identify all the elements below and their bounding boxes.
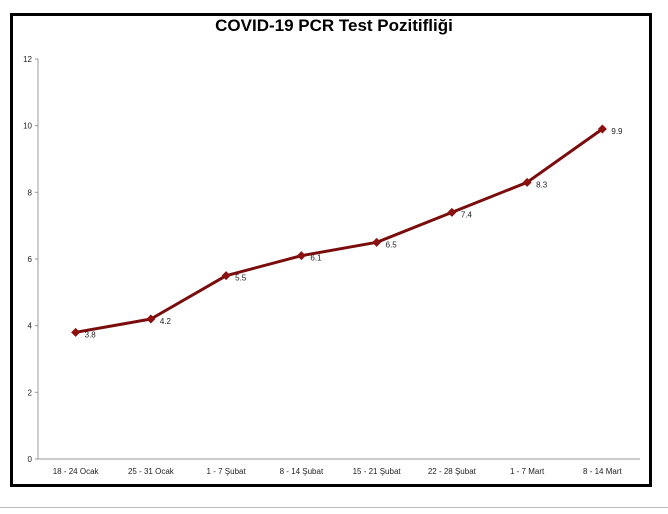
x-tick-label: 1 - 7 Şubat bbox=[207, 467, 247, 476]
y-tick-label: 8 bbox=[28, 188, 33, 197]
y-tick-label: 2 bbox=[28, 388, 33, 397]
x-tick-label: 8 - 14 Şubat bbox=[280, 467, 324, 476]
data-point-marker bbox=[372, 237, 382, 247]
data-point-marker bbox=[447, 207, 457, 217]
data-point-marker bbox=[146, 314, 156, 324]
x-tick-label: 8 - 14 Mart bbox=[583, 467, 622, 476]
series-group: 3.8 4.2 5.5 6.1 6.5 7.4 8.3 9.9 bbox=[71, 124, 623, 339]
data-label: 9.9 bbox=[611, 127, 623, 136]
data-label: 8.3 bbox=[536, 180, 548, 189]
x-tick-label: 22 - 28 Şubat bbox=[428, 467, 477, 476]
data-label: 4.2 bbox=[160, 317, 172, 326]
data-point-marker bbox=[221, 271, 231, 281]
screenshot-bottom-edge bbox=[0, 507, 668, 514]
data-label: 6.1 bbox=[310, 254, 322, 263]
y-tick-label: 6 bbox=[28, 255, 33, 264]
y-tick-label: 10 bbox=[23, 122, 32, 131]
data-point-marker bbox=[597, 124, 607, 134]
series-line bbox=[75, 127, 604, 334]
y-tick-label: 12 bbox=[23, 55, 32, 64]
y-tick-label: 4 bbox=[28, 322, 33, 331]
x-tick-label: 15 - 21 Şubat bbox=[353, 467, 402, 476]
data-label: 5.5 bbox=[235, 274, 247, 283]
data-point-marker bbox=[522, 177, 532, 187]
data-point-marker bbox=[296, 251, 306, 261]
data-label: 7.4 bbox=[461, 210, 473, 219]
x-tick-labels: 18 - 24 Ocak 25 - 31 Ocak 1 - 7 Şubat 8 - 1… bbox=[53, 467, 623, 476]
data-point-marker bbox=[71, 327, 81, 337]
chart-title: COVID-19 PCR Test Pozitifliği bbox=[215, 16, 453, 35]
y-tick-label: 0 bbox=[28, 455, 33, 464]
x-tick-label: 25 - 31 Ocak bbox=[128, 467, 175, 476]
data-label: 3.8 bbox=[85, 330, 97, 339]
x-tick-label: 18 - 24 Ocak bbox=[53, 467, 100, 476]
y-tick-labels: 0 2 4 6 8 10 12 bbox=[23, 55, 38, 464]
data-label: 6.5 bbox=[386, 240, 398, 249]
x-tick-label: 1 - 7 Mart bbox=[510, 467, 545, 476]
